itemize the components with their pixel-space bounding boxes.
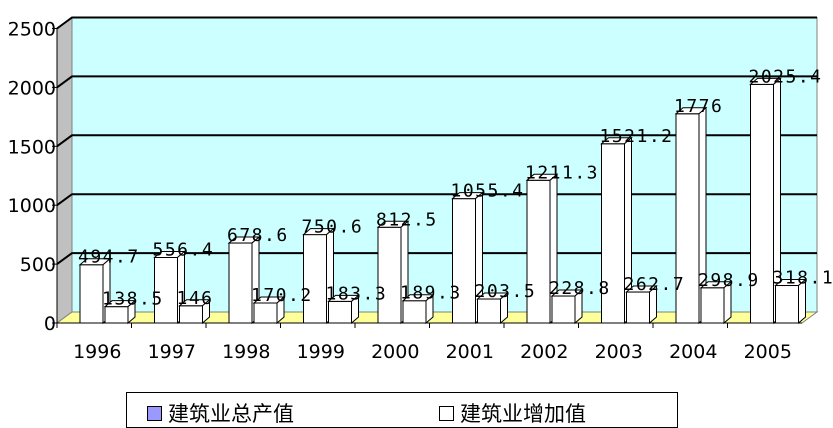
bar-value-added-side xyxy=(351,294,359,325)
legend: 建筑业总产值 建筑业增加值 xyxy=(126,392,678,428)
data-label-total-output: 1055.4 xyxy=(451,181,525,202)
y-tick-label: 2500 xyxy=(8,19,56,41)
bar-total-output xyxy=(451,191,484,325)
bar-value-added xyxy=(699,280,733,325)
data-label-total-output: 494.7 xyxy=(78,247,140,268)
bar-value-added xyxy=(476,291,509,325)
bar-value-added-front xyxy=(775,285,799,324)
bar-value-added xyxy=(103,299,137,325)
data-label-value-added: 170.2 xyxy=(251,285,313,306)
x-tick-label: 1997 xyxy=(148,341,196,363)
bar-value-added-side xyxy=(798,278,806,325)
bar-total-output-front xyxy=(377,226,402,324)
bar-value-added-front xyxy=(402,300,427,324)
bar-total-output xyxy=(749,77,782,325)
data-label-value-added: 189.3 xyxy=(400,283,462,304)
x-tick-label: 1999 xyxy=(297,341,345,363)
bar-value-added-side xyxy=(500,291,508,325)
bar-value-added-side xyxy=(574,288,583,325)
x-tick-label: 1996 xyxy=(73,341,121,363)
bar-total-output-front xyxy=(79,264,104,324)
data-label-total-output: 678.6 xyxy=(227,225,289,246)
data-label-value-added: 262.7 xyxy=(624,274,686,295)
data-label-value-added: 183.3 xyxy=(326,283,388,304)
bar-total-output xyxy=(674,106,708,325)
x-tick-label: 2004 xyxy=(669,341,717,363)
bar-value-added xyxy=(178,298,211,325)
bar-value-added-front xyxy=(253,302,278,324)
bar-value-added-front xyxy=(626,291,650,324)
x-tick-label: 1998 xyxy=(222,341,270,363)
bars xyxy=(78,77,807,325)
data-label-total-output: 556.4 xyxy=(153,239,215,260)
bar-value-added xyxy=(625,284,658,325)
data-label-total-output: 812.5 xyxy=(376,209,438,230)
legend-item-total-output: 建筑业总产值 xyxy=(147,398,294,428)
bar-value-added-front xyxy=(328,300,352,324)
legend-swatch-value-added xyxy=(439,405,454,421)
y-tick-label: 2000 xyxy=(8,77,56,99)
data-label-total-output: 1211.3 xyxy=(525,162,599,183)
data-label-total-output: 1521.2 xyxy=(600,126,674,147)
bar-value-added-side xyxy=(723,280,732,325)
y-tick-label: 0 xyxy=(44,313,56,335)
legend-item-value-added: 建筑业增加值 xyxy=(439,398,586,428)
data-label-value-added: 228.8 xyxy=(549,278,611,299)
bar-value-added xyxy=(252,295,286,325)
legend-swatch-total-output xyxy=(147,405,162,421)
bar-value-added-side xyxy=(202,298,210,325)
y-tick-label: 1000 xyxy=(8,195,56,217)
x-tick-label: 2002 xyxy=(520,341,568,363)
legend-label-value-added: 建筑业增加值 xyxy=(460,402,586,426)
bar-value-added-front xyxy=(551,295,576,324)
x-tick-label: 2005 xyxy=(744,341,792,363)
bar-value-added-side xyxy=(425,293,434,325)
bar-value-added xyxy=(774,278,807,325)
x-axis: 1996 1997 1998 1999 2000 2001 2002 2003 2004 2005 xyxy=(56,322,802,363)
gridline xyxy=(56,193,817,207)
y-tick-label: 1500 xyxy=(8,136,56,158)
side-wall xyxy=(56,16,73,324)
bar-value-added-front xyxy=(477,298,501,324)
bar-total-output-front xyxy=(452,198,476,324)
data-label-value-added: 138.5 xyxy=(102,289,164,310)
bar-total-output-front xyxy=(303,234,327,324)
bar-value-added-front xyxy=(700,287,725,324)
data-label-total-output: 1776 xyxy=(674,96,723,117)
bar-total-output xyxy=(600,136,633,325)
gridline xyxy=(56,75,817,89)
bar-value-added-side xyxy=(649,284,657,325)
bar-chart: 0 500 1000 1500 2000 2500 1996 1997 1998 1999 200… xyxy=(8,16,833,363)
x-tick-label: 2003 xyxy=(595,341,643,363)
gridline xyxy=(56,16,817,30)
legend-label-total-output: 建筑业总产值 xyxy=(168,402,294,426)
y-tick-label: 500 xyxy=(20,254,56,276)
data-label-value-added: 146 xyxy=(177,288,214,309)
gridline xyxy=(56,252,817,265)
bar-value-added-side xyxy=(276,295,285,325)
bar-value-added xyxy=(401,293,435,325)
data-label-total-output: 2025.4 xyxy=(749,66,823,87)
x-tick-label: 2001 xyxy=(446,341,494,363)
x-tick-label: 2000 xyxy=(371,341,419,363)
gridlines xyxy=(56,16,817,265)
data-label-value-added: 298.9 xyxy=(698,270,760,291)
bar-value-added xyxy=(550,288,584,325)
gridline xyxy=(56,134,817,148)
data-label-total-output: 750.6 xyxy=(302,217,364,238)
bar-value-added xyxy=(327,294,360,325)
data-label-value-added: 203.5 xyxy=(475,281,537,302)
bar-value-added-side xyxy=(127,299,136,325)
bar-total-output-front xyxy=(228,242,253,324)
data-label-value-added: 318.1 xyxy=(773,268,833,289)
data-labels: 494.7 138.5 556.4 146 678.6 170.2 750.6 183.3 81… xyxy=(78,66,833,309)
y-axis: 0 500 1000 1500 2000 2500 xyxy=(8,19,58,335)
